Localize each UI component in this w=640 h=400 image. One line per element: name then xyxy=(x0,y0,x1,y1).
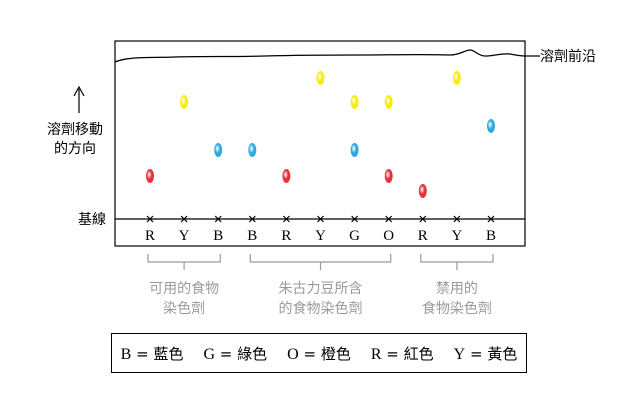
key-color-name: 黃色 xyxy=(487,344,518,363)
baseline-x-mark xyxy=(180,215,188,223)
group-label-line2: 食物染色劑 xyxy=(422,300,492,317)
group-label-line2: 的食物染色劑 xyxy=(279,300,363,317)
baseline-x-mark xyxy=(385,215,393,223)
yellow-dye-spot xyxy=(180,95,189,109)
baseline-x-mark xyxy=(282,215,290,223)
baseline-x-mark xyxy=(351,215,359,223)
lane-label: O xyxy=(383,228,394,244)
group-bracket xyxy=(147,254,221,270)
key-color-name: 紅色 xyxy=(403,344,434,363)
lane-label: G xyxy=(349,228,360,244)
red-dye-spot xyxy=(418,184,427,198)
lane-label: R xyxy=(418,228,428,244)
key-letter: R xyxy=(370,345,382,363)
key-letter: G xyxy=(203,345,216,363)
lane-label: R xyxy=(281,228,291,244)
key-color-name: 橙色 xyxy=(320,344,351,363)
group-label-line1: 朱古力豆所含 xyxy=(279,281,363,297)
baseline-x-mark xyxy=(214,215,222,223)
group-bracket xyxy=(249,254,392,270)
baseline-x-mark xyxy=(453,215,461,223)
lane-label: Y xyxy=(315,228,326,244)
key-equals: = xyxy=(465,344,488,363)
key-equals: = xyxy=(131,344,154,363)
key-item: G = 綠色 xyxy=(203,343,267,364)
key-letter: B xyxy=(120,345,132,363)
dye-spots xyxy=(146,71,495,198)
key-equals: = xyxy=(381,344,404,363)
key-item: R = 紅色 xyxy=(371,343,434,364)
lane-label: B xyxy=(486,228,496,244)
group-label-line2: 染色劑 xyxy=(163,300,205,317)
lane-label: B xyxy=(247,228,257,244)
yellow-dye-spot xyxy=(316,71,325,85)
solvent-front-line xyxy=(114,49,540,63)
baseline-marks xyxy=(146,215,495,223)
baseline-x-mark xyxy=(419,215,427,223)
key-item: O = 橙色 xyxy=(287,343,351,364)
red-dye-spot xyxy=(384,169,393,183)
group-label-line1: 可用的食物 xyxy=(149,280,219,297)
baseline-x-mark xyxy=(146,215,154,223)
red-dye-spot xyxy=(282,169,291,183)
blue-dye-spot xyxy=(214,143,223,157)
key-equals: = xyxy=(215,344,238,363)
group-label-line1: 禁用的 xyxy=(436,281,478,297)
group-bracket xyxy=(420,254,494,270)
up-arrow-icon xyxy=(73,85,85,97)
solvent-front-label: 溶劑前沿 xyxy=(540,48,596,65)
yellow-dye-spot xyxy=(384,95,393,109)
key-color-name: 藍色 xyxy=(153,344,184,363)
lane-label: R xyxy=(145,228,155,244)
key-equals: = xyxy=(298,344,321,363)
baseline-x-mark xyxy=(317,215,324,223)
baseline-x-mark xyxy=(248,215,256,223)
lane-label: Y xyxy=(179,228,190,244)
key-letter: Y xyxy=(453,345,466,363)
key-letter: O xyxy=(287,345,299,363)
blue-dye-spot xyxy=(350,143,359,157)
lane-label: Y xyxy=(451,228,462,244)
yellow-dye-spot xyxy=(452,71,461,85)
direction-label-line1: 溶劑移動 xyxy=(47,121,103,138)
blue-dye-spot xyxy=(487,119,495,133)
direction-label-line2: 的方向 xyxy=(54,141,96,157)
lane-label: B xyxy=(213,228,223,244)
baseline-label: 基線 xyxy=(78,211,106,228)
key-item: B = 藍色 xyxy=(121,343,184,364)
red-dye-spot xyxy=(146,169,154,183)
yellow-dye-spot xyxy=(350,95,359,109)
key-color-name: 綠色 xyxy=(237,344,268,363)
blue-dye-spot xyxy=(248,143,257,157)
color-key: B = 藍色 G = 綠色 O = 橙色 R = 紅色 Y = 黃色 xyxy=(111,333,527,373)
chromatography-paper xyxy=(114,40,526,247)
baseline-x-mark xyxy=(487,215,495,223)
key-item: Y = 黃色 xyxy=(454,343,518,364)
